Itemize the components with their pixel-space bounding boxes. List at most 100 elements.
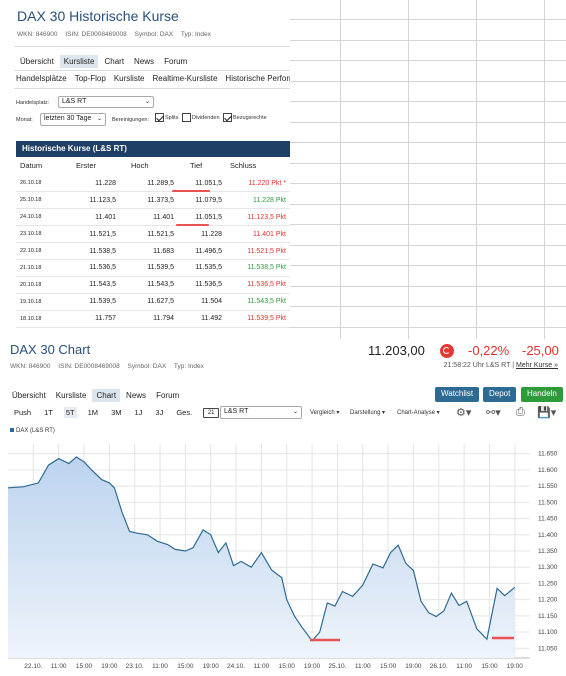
bezugsrechte-checkbox[interactable]	[223, 113, 233, 122]
tab-kursliste[interactable]: Kursliste	[59, 55, 99, 68]
handelsplatz-label: Handelsplatz:	[16, 100, 50, 106]
symbol-text: Symbol: DAX	[127, 363, 167, 370]
x-tick-label: 19:00	[101, 663, 118, 670]
save-icon[interactable]: 💾▾	[537, 407, 557, 419]
close-cell: 11.123,5 Pkt	[222, 208, 290, 227]
calendar-icon[interactable]: 21	[203, 407, 220, 418]
grid-line	[290, 285, 566, 287]
grid-line	[290, 39, 566, 41]
date-cell: 22.10.18	[16, 242, 56, 260]
high-cell: 11.794	[116, 310, 174, 328]
handelsplatz-select[interactable]: L&S RT ⌄	[58, 96, 154, 108]
open-cell: 11.536,5	[56, 259, 116, 277]
dividenden-checkbox[interactable]	[181, 113, 191, 122]
table-row: 26.10.18 11.228 11.289,5 11.051,5 11.220 Pkt…	[16, 175, 290, 193]
chart-title: DAX 30 Chart	[10, 342, 91, 357]
table-row: 23.10.18 11.521,5 11.521,5 11.228 11.401 Pkt	[16, 225, 290, 244]
period-3j[interactable]: 3J	[155, 408, 164, 417]
divider	[14, 70, 290, 71]
handeln-button[interactable]: Handeln	[521, 387, 563, 402]
high-cell: 11.289,5	[116, 175, 174, 193]
grid-line	[290, 265, 566, 266]
column-header-erster: Erster	[76, 161, 97, 170]
period-push[interactable]: Push	[14, 408, 32, 417]
y-tick-label: 11.300	[538, 564, 558, 571]
print-icon[interactable]: ⎙	[516, 406, 525, 418]
splits-checkbox[interactable]	[155, 113, 164, 122]
instrument-meta: WKN: 846900 ISIN: DE0008469008 Symbol: D…	[17, 31, 217, 38]
chart-panel: DAX 30 Chart 11.203,00 -0,22% -25,00 WKN…	[0, 339, 566, 676]
x-tick-label: 15:00	[380, 663, 397, 670]
tab-forum[interactable]: Forum	[164, 57, 188, 66]
grid-line	[290, 183, 566, 184]
tab-chart[interactable]: Chart	[104, 57, 125, 66]
tab-forum[interactable]: Forum	[156, 391, 180, 400]
tab-uebersicht[interactable]: Übersicht	[20, 57, 54, 66]
price-chart[interactable]: 11.050 11.100 11.150 11.200 11.250 11.300 11.3…	[0, 436, 566, 676]
grid-line	[544, 0, 545, 340]
share-icon[interactable]: ⚯▾	[486, 407, 501, 419]
exchange-select[interactable]: L&S RT ⌄	[220, 406, 302, 419]
grid-line	[290, 326, 566, 328]
period-ges[interactable]: Ges.	[176, 408, 193, 417]
subtab-historische-performance[interactable]: Historische Performa	[225, 74, 290, 83]
low-cell: 11.079,5	[174, 191, 222, 210]
y-tick-label: 11.650	[538, 451, 558, 458]
grid-line	[290, 121, 566, 123]
y-tick-label: 11.550	[538, 483, 558, 490]
historical-quotes-panel: DAX 30 Historische Kurse WKN: 846900 ISI…	[8, 0, 290, 338]
table-row: 22.10.18 11.538,5 11.683 11.496,5 11.521,5 P…	[16, 242, 290, 260]
high-cell: 11.521,5	[116, 225, 174, 244]
close-cell: 11.401 Pkt	[222, 225, 290, 244]
subtab-kursliste[interactable]: Kursliste	[113, 74, 145, 83]
wkn-text: WKN: 846900	[17, 31, 58, 38]
divider	[14, 88, 290, 89]
tab-chart[interactable]: Chart	[92, 389, 121, 402]
grid-line	[290, 142, 566, 143]
low-cell: 11.536,5	[174, 276, 222, 294]
high-cell: 11.543,5	[116, 276, 174, 294]
tab-news[interactable]: News	[126, 391, 147, 400]
tab-kursliste[interactable]: Kursliste	[55, 391, 87, 400]
vergleich-dropdown[interactable]: Vergleich ▾	[310, 410, 340, 416]
refresh-icon[interactable]	[440, 344, 454, 358]
open-cell: 11.401	[56, 208, 116, 227]
monat-value: letzten 30 Tage	[44, 115, 92, 122]
darstellung-dropdown[interactable]: Darstellung ▾	[350, 410, 386, 416]
subtab-realtime-kursliste[interactable]: Realtime-Kursliste	[152, 74, 218, 83]
settings-gear-icon[interactable]: ⚙▾	[456, 407, 472, 419]
y-tick-label: 11.600	[538, 467, 558, 474]
chart-analyse-dropdown[interactable]: Chart-Analyse ▾	[397, 410, 440, 416]
grid-line	[290, 244, 566, 246]
x-tick-label: 19:00	[405, 663, 422, 670]
monat-select[interactable]: letzten 30 Tage ⌄	[40, 113, 106, 126]
tab-news[interactable]: News	[134, 57, 155, 66]
depot-button[interactable]: Depot	[483, 387, 517, 402]
watchlist-button[interactable]: Watchlist	[435, 387, 480, 402]
period-1m[interactable]: 1M	[87, 408, 99, 417]
period-3m[interactable]: 3M	[111, 408, 122, 417]
date-cell: 18.10.18	[16, 310, 56, 328]
subtab-top-flop[interactable]: Top-Flop	[74, 74, 106, 83]
high-cell: 11.683	[116, 242, 174, 260]
period-1t[interactable]: 1T	[44, 408, 53, 417]
y-tick-label: 11.350	[538, 548, 558, 555]
column-header-tief: Tief	[190, 161, 203, 170]
tab-uebersicht[interactable]: Übersicht	[12, 391, 46, 400]
type-text: Typ: Index	[173, 363, 204, 370]
spreadsheet-background: DAX 30 Historische Kurse WKN: 846900 ISI…	[0, 0, 566, 340]
chart-legend: DAX (L&S RT)	[10, 428, 55, 434]
page-title: DAX 30 Historische Kurse	[17, 8, 179, 24]
date-cell: 20.10.18	[16, 276, 56, 294]
more-quotes-link[interactable]: Mehr Kurse »	[515, 362, 558, 369]
y-tick-label: 11.250	[538, 580, 558, 587]
sub-tabs: Handelsplätze Top-Flop Kursliste Realtim…	[16, 74, 290, 83]
y-tick-label: 11.450	[538, 516, 558, 523]
isin-text: ISIN: DE0008469008	[65, 31, 127, 38]
period-5t[interactable]: 5T	[63, 407, 77, 418]
grid-line	[408, 0, 409, 340]
annotation-underline	[172, 190, 210, 192]
period-1j[interactable]: 1J	[134, 408, 143, 417]
dividenden-label: Dividenden	[191, 114, 220, 121]
subtab-handelsplaetze[interactable]: Handelsplätze	[16, 74, 67, 83]
